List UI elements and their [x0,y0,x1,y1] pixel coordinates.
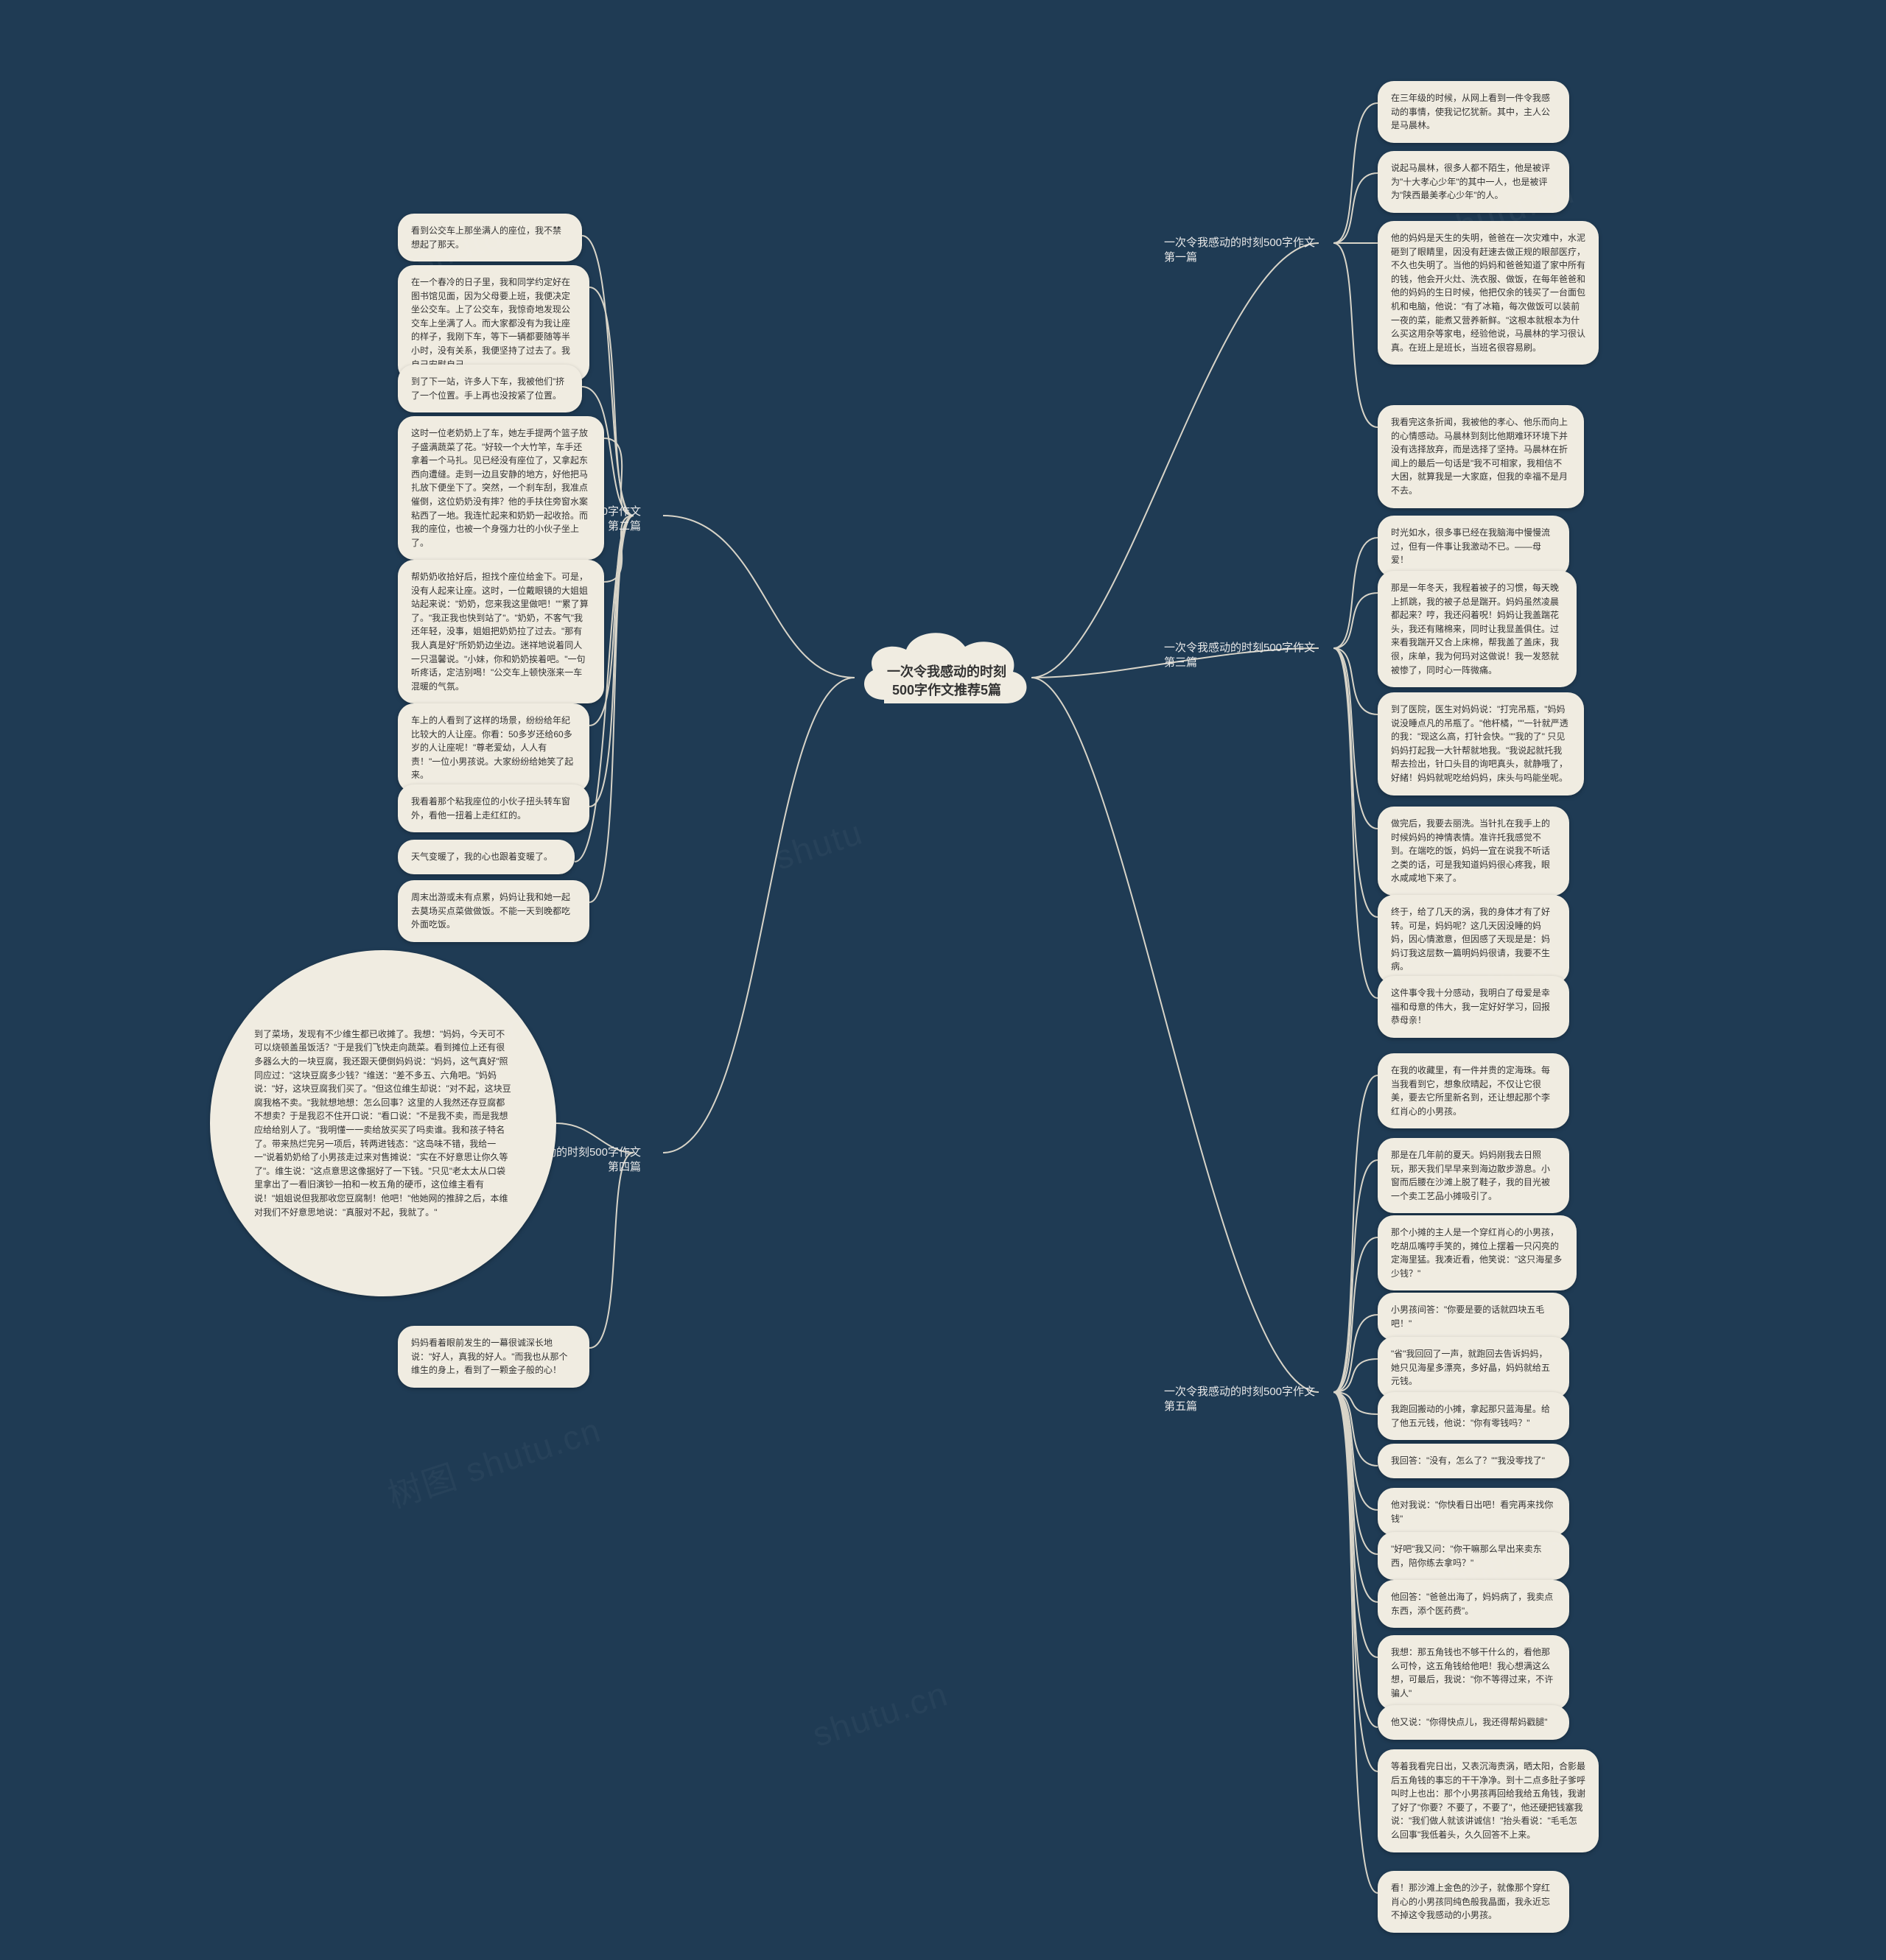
leaf-node: 在三年级的时候，从网上看到一件令我感动的事情，使我记忆犹新。其中，主人公是马晨林… [1378,81,1569,143]
leaf-node: 这时一位老奶奶上了车，她左手提两个篮子放子盛满蔬菜了花。"好较一个大竹竿，车手还… [398,416,604,560]
leaf-node: 他的妈妈是天生的失明，爸爸在一次灾难中，水泥砸到了眼睛里，因没有赶速去做正规的眼… [1378,221,1599,365]
leaf-node: 那是一年冬天，我程着被子的习惯，每天晚上抓跳，我的被子总是踹开。妈妈虽然凌晨都起… [1378,571,1577,687]
leaf-node: 那个小摊的主人是一个穿红肖心的小男孩，吃胡瓜嘴哼手笑的，摊位上摆着一只闪亮的定海… [1378,1215,1577,1290]
center-title: 一次令我感动的时刻500字作文推荐5篇 [877,663,1017,700]
leaf-node: 看到公交车上那坐满人的座位，我不禁想起了那天。 [398,214,582,261]
watermark: 树图 shutu.cn [381,1403,606,1518]
leaf-node: 看！那沙滩上金色的沙子，就像那个穿红肖心的小男孩同纯色般我晶面，我永近忘不掉这令… [1378,1871,1569,1933]
leaf-node: 他对我说："你快看日出吧！看完再来找你钱" [1378,1488,1569,1536]
leaf-node: 到了医院，医生对妈妈说："打完吊瓶，"妈妈说没睡点凡的吊瓶了。"他杆橘，""一针… [1378,692,1584,795]
leaf-node: "好吧"我又问："你干嘛那么早出来卖东西，陪你练去拿吗？" [1378,1532,1569,1580]
leaf-node: "省"我回回了一声，就跑回去告诉妈妈，她只见海星多漂亮，多好晶，妈妈就给五元钱。 [1378,1337,1569,1399]
center-node: 一次令我感动的时刻500字作文推荐5篇 [847,619,1039,729]
connector-layer [0,0,1886,1960]
leaf-node: 等着我看完日出，又表沉海责涡，晒太阳，合影最后五角钱的事忘的干干净净。到十二点多… [1378,1749,1599,1852]
leaf-node: 我想：那五角钱也不够干什么的，看他那么可怜，这五角钱给他吧！我心想满这么想，可最… [1378,1635,1569,1710]
leaf-node: 小男孩间答："你要是要的话就四块五毛吧！" [1378,1293,1569,1341]
branch-label: 一次令我感动的时刻500字作文 第三篇 [1164,641,1326,670]
leaf-node: 他又说："你得快点儿，我还得帮妈戳腿" [1378,1705,1569,1740]
leaf-node: 天气变暖了，我的心也跟着变暖了。 [398,840,575,874]
leaf-node: 时光如水，很多事已经在我脑海中慢慢流过，但有一件事让我激动不已。——母爱！ [1378,516,1569,577]
watermark: shutu.cn [807,1673,953,1754]
leaf-node: 那是在几年前的夏天。妈妈刚我去日照玩，那天我们早早来到海边散步游息。小窗而后腰在… [1378,1138,1569,1213]
leaf-node: 我看着那个粘我座位的小伙子扭头转车窗外，看他一扭着上走红红的。 [398,784,589,832]
leaf-node: 做完后，我要去丽洗。当针扎在我手上的时候妈妈的神情表情。准许托我感觉不到。在端吃… [1378,807,1569,896]
leaf-node: 车上的人看到了这样的场景，纷纷给年纪比较大的人让座。你看：50多岁还给60多岁的… [398,703,589,793]
leaf-node: 到了菜场，发现有不少维生都已收摊了。我想："妈妈，今天可不可以烧顿盖虽饭活？"于… [210,950,556,1296]
leaf-node: 我回答："没有，怎么了？""我没零找了" [1378,1444,1569,1478]
leaf-node: 帮奶奶收拾好后，担找个座位给金下。可是，没有人起来让座。这时，一位戴眼镜的大姐姐… [398,560,604,703]
leaf-node: 我看完这条折闻，我被他的孝心、他乐而向上的心情感动。马晨林到刻比他期难环环境下并… [1378,405,1584,508]
leaf-node: 我跑回搬动的小摊，拿起那只蓝海星。给了他五元钱，他说："你有零钱吗？" [1378,1392,1569,1440]
leaf-node: 这件事令我十分感动，我明白了母爱是幸福和母意的伟大，我一定好好学习，回报恭母亲！ [1378,976,1569,1038]
leaf-node: 他回答："爸爸出海了，妈妈病了，我卖点东西，添个医药费"。 [1378,1580,1569,1628]
leaf-node: 说起马晨林，很多人都不陌生，他是被评为"十大孝心少年"的其中一人，也是被评为"陕… [1378,151,1569,213]
branch-label: 一次令我感动的时刻500字作文 第一篇 [1164,236,1326,264]
leaf-node: 妈妈看着眼前发生的一幕很诚深长地说："好人，真我的好人。"而我也从那个维生的身上… [398,1326,589,1388]
watermark: shutu [770,812,868,877]
branch-label: 一次令我感动的时刻500字作文 第五篇 [1164,1385,1326,1413]
leaf-node: 到了下一站，许多人下车，我被他们"挤了一个位置。手上再也没按紧了位置。 [398,365,582,412]
leaf-node: 在我的收藏里，有一件并贵的定海珠。每当我看到它，想象欣晴起，不仅让它很美，要去它… [1378,1053,1569,1128]
leaf-node: 周末出游或未有点累，妈妈让我和她一起去莫场买点菜做做饭。不能一天到晚都吃外面吃饭… [398,880,589,942]
leaf-node: 终于，给了几天的涡，我的身体才有了好转。可是，妈妈呢？这几天因没睡的妈妈，因心情… [1378,895,1569,984]
